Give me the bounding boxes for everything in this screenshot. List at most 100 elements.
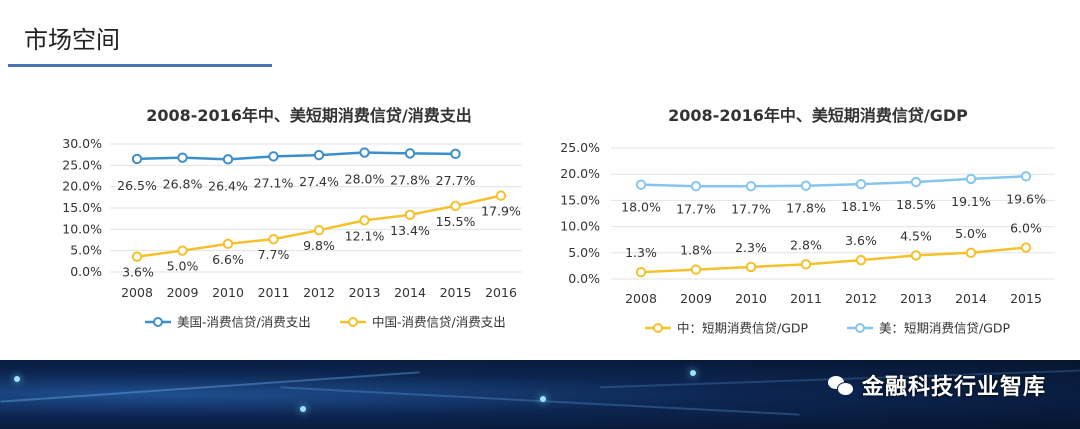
data-label: 3.6%	[845, 233, 877, 248]
data-point	[450, 148, 461, 160]
data-label: 17.7%	[676, 201, 716, 216]
watermark-text: 金融科技行业智库	[861, 375, 1046, 400]
legend-label: 中：短期消费信贷/GDP	[677, 321, 809, 336]
data-point	[222, 238, 234, 250]
data-label: 28.0%	[345, 172, 385, 187]
data-point	[313, 149, 325, 161]
data-point	[855, 178, 867, 190]
data-label: 3.6%	[122, 265, 154, 280]
data-label: 2.8%	[790, 237, 822, 252]
data-label: 2.3%	[735, 240, 767, 255]
data-label: 19.1%	[951, 194, 991, 209]
data-label: 6.6%	[212, 252, 244, 267]
data-label: 26.5%	[117, 178, 157, 193]
data-point	[404, 148, 416, 159]
data-label: 18.1%	[841, 199, 881, 214]
data-point	[690, 181, 702, 192]
page-title: 市场空间	[24, 26, 120, 54]
chart-title: 2008-2016年中、美短期消费信贷/GDP	[668, 106, 968, 125]
data-point	[1020, 171, 1032, 182]
chart-right: 2008-2016年中、美短期消费信贷/GDP 25.0% 20.0% 15.0% 10…	[560, 106, 1055, 336]
data-point	[745, 261, 757, 273]
data-point	[313, 224, 325, 236]
data-label: 17.7%	[731, 201, 771, 216]
legend-marker	[653, 323, 663, 333]
wechat-icon	[827, 374, 854, 396]
title-underline	[8, 64, 272, 67]
data-label: 17.9%	[481, 204, 521, 219]
data-point	[450, 200, 461, 212]
legend-label: 中国-消费信贷/消费支出	[372, 315, 506, 330]
y-tick-label: 5.0%	[568, 245, 600, 260]
data-label: 27.8%	[390, 172, 430, 187]
data-point	[222, 154, 234, 165]
data-point	[910, 250, 922, 261]
data-point	[910, 176, 922, 188]
data-point	[404, 209, 416, 221]
x-tick-label: 2008	[121, 285, 153, 300]
y-tick-label: 15.0%	[560, 192, 600, 207]
data-point	[690, 264, 702, 275]
x-tick-label: 2009	[167, 285, 199, 300]
data-point	[800, 180, 812, 191]
legend-marker	[855, 323, 865, 333]
data-point	[268, 233, 279, 245]
data-point	[635, 179, 647, 190]
series-line	[640, 246, 1027, 274]
x-tick-label: 2012	[845, 291, 877, 306]
data-label: 9.8%	[303, 238, 335, 253]
data-label: 13.4%	[390, 223, 430, 238]
legend-label: 美：短期消费信贷/GDP	[879, 321, 1011, 336]
x-tick-label: 2011	[790, 291, 822, 306]
data-label: 18.0%	[621, 200, 661, 215]
y-tick-label: 5.0%	[70, 243, 102, 258]
legend-marker	[348, 317, 358, 327]
y-tick-label: 10.0%	[560, 219, 600, 234]
data-point	[800, 259, 812, 270]
x-tick-label: 2015	[440, 285, 472, 300]
data-label: 27.7%	[436, 173, 476, 188]
x-tick-label: 2014	[394, 285, 426, 300]
x-tick-label: 2012	[303, 285, 335, 300]
y-tick-label: 25.0%	[560, 140, 600, 155]
y-tick-label: 10.0%	[62, 221, 102, 236]
x-tick-label: 2015	[1010, 291, 1042, 306]
data-label: 1.3%	[625, 245, 657, 260]
y-tick-label: 25.0%	[62, 157, 102, 172]
data-point	[1020, 242, 1032, 253]
data-point	[965, 247, 977, 259]
data-point	[359, 147, 370, 158]
y-tick-label: 20.0%	[62, 179, 102, 194]
y-tick-label: 0.0%	[568, 271, 600, 286]
x-tick-label: 2010	[735, 291, 767, 306]
data-point	[268, 151, 279, 162]
data-point	[131, 153, 143, 165]
data-point	[495, 190, 507, 201]
data-point	[177, 245, 188, 256]
x-tick-label: 2008	[625, 291, 657, 306]
footer-banner: 金融科技行业智库	[0, 360, 1080, 429]
watermark: 金融科技行业智库	[827, 369, 1046, 401]
data-label: 26.8%	[163, 177, 203, 192]
data-label: 4.5%	[900, 228, 932, 243]
x-tick-label: 2011	[258, 285, 290, 300]
x-tick-label: 2009	[680, 291, 712, 306]
data-point	[177, 152, 188, 163]
data-label: 12.1%	[345, 228, 385, 243]
chart-left: 2008-2016年中、美短期消费信贷/消费支出 30.0% 25.0% 20.0% 1…	[62, 106, 522, 330]
series-line	[640, 175, 1027, 188]
data-label: 19.6%	[1006, 191, 1046, 206]
data-label: 6.0%	[1010, 221, 1042, 236]
chart-title: 2008-2016年中、美短期消费信贷/消费支出	[146, 106, 472, 125]
y-tick-label: 15.0%	[62, 200, 102, 215]
data-label: 1.8%	[680, 243, 712, 258]
y-tick-label: 0.0%	[70, 264, 102, 279]
legend-label: 美国-消费信贷/消费支出	[177, 315, 311, 330]
x-tick-label: 2013	[900, 291, 932, 306]
data-label: 15.5%	[436, 214, 476, 229]
x-tick-label: 2016	[485, 285, 517, 300]
data-label: 7.7%	[258, 247, 290, 262]
data-label: 5.0%	[955, 226, 987, 241]
data-point	[745, 181, 757, 192]
x-tick-label: 2010	[212, 285, 244, 300]
